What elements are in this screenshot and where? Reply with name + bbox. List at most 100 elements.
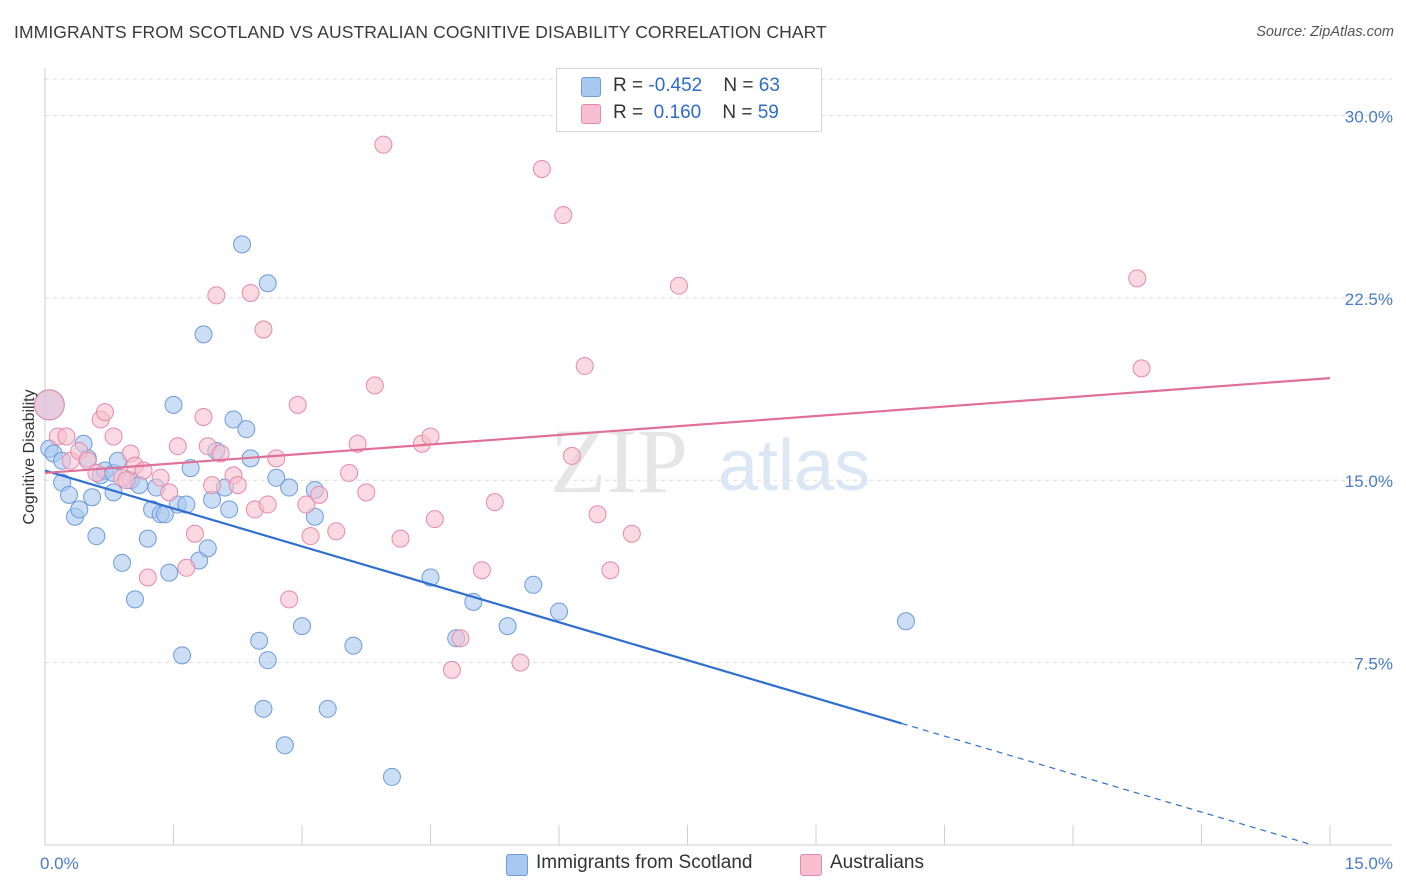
australians-point <box>258 495 277 514</box>
scotland-point <box>421 568 440 587</box>
scotland-point <box>198 539 217 558</box>
chart-title: IMMIGRANTS FROM SCOTLAND VS AUSTRALIAN C… <box>14 22 827 42</box>
australians-point <box>451 629 470 648</box>
scotland-point <box>220 500 239 519</box>
australians-point <box>151 468 170 487</box>
scotland-point <box>237 420 256 439</box>
x-tick-label: 0.0% <box>40 854 79 873</box>
scotland-point <box>250 631 269 650</box>
australians-point <box>601 561 620 580</box>
scotland-point <box>254 699 273 718</box>
scotland-point <box>138 529 157 548</box>
scotland-point <box>224 410 243 429</box>
x-tick-label: 15.0% <box>1345 854 1393 873</box>
tick-labels: 7.5% 15.0% 22.5% 30.0% 0.0% 15.0% <box>40 107 1393 873</box>
scotland-point <box>896 612 915 631</box>
watermark-atlas: atlas <box>718 426 870 506</box>
scotland-point <box>293 617 311 636</box>
australians-point <box>391 529 410 548</box>
scotland-point <box>83 488 102 507</box>
scotland-point <box>59 485 78 504</box>
australians-point <box>104 427 123 446</box>
scotland-point <box>258 274 277 293</box>
australians-point <box>1132 359 1151 378</box>
scotland-point <box>382 767 401 786</box>
scotland-point <box>550 602 568 621</box>
legend-label: Australians <box>830 852 924 873</box>
scotland-point <box>318 699 337 718</box>
scotland-point <box>258 651 277 670</box>
australians-point <box>348 434 367 453</box>
australians-point <box>442 660 461 679</box>
trend-lines <box>44 377 1331 846</box>
australians-point <box>588 505 607 524</box>
grid <box>45 78 1392 664</box>
australians-point <box>340 463 359 482</box>
source-note: Source: ZipAtlas.com <box>1256 24 1394 40</box>
y-axis-label: Cognitive Disability <box>21 389 38 524</box>
australians-point <box>622 524 641 543</box>
australians-point <box>95 403 114 422</box>
scotland-point <box>275 736 294 755</box>
australians-point <box>280 590 299 609</box>
australians-point <box>267 449 286 468</box>
australians-point <box>562 446 581 465</box>
australians-point <box>254 320 273 339</box>
legend-swatch-pink <box>800 854 822 876</box>
australians-point <box>203 476 222 495</box>
australians-point <box>33 389 65 421</box>
scotland-point <box>305 507 324 526</box>
australians-point <box>365 376 384 395</box>
australians-point <box>241 283 260 302</box>
data-points <box>33 135 1151 786</box>
australians-point <box>472 561 491 580</box>
scotland-point <box>344 636 363 655</box>
scotland-point <box>125 590 144 609</box>
australians-point <box>575 356 594 375</box>
scotland-point <box>160 563 179 582</box>
australians-point <box>1128 269 1147 288</box>
australians-point <box>532 159 551 178</box>
scotland-point <box>164 395 183 414</box>
australians-point <box>57 427 76 446</box>
australians-point <box>138 568 157 587</box>
legend-swatch-blue <box>581 77 601 97</box>
australians-point <box>207 286 226 305</box>
legend-label: Immigrants from Scotland <box>536 852 753 873</box>
australians-point <box>211 444 230 463</box>
legend-text: R = -0.452 N = 63 <box>613 75 780 96</box>
scotland-point <box>233 235 252 254</box>
scotland-point <box>267 468 286 487</box>
scotland-trend-line <box>44 469 902 725</box>
australians-point <box>117 471 136 490</box>
australians-point <box>194 408 213 427</box>
scotland-trend-extension <box>901 722 1314 846</box>
scotland-point <box>524 575 543 594</box>
scotland-point <box>498 617 517 636</box>
legend-swatch-blue <box>506 854 528 876</box>
scotland-point <box>280 478 299 497</box>
australians-point <box>288 395 307 414</box>
scotland-point <box>194 325 213 344</box>
australians-point <box>177 558 196 577</box>
australians-point <box>168 437 187 456</box>
legend-text: R = 0.160 N = 59 <box>613 102 779 123</box>
australians-point <box>301 527 320 546</box>
legend-swatch-pink <box>581 104 601 124</box>
australians-point <box>327 522 346 541</box>
correlation-legend: R = -0.452 N = 63 R = 0.160 N = 59 <box>556 68 822 132</box>
y-tick-label: 22.5% <box>1345 290 1393 309</box>
y-tick-label: 30.0% <box>1345 107 1393 126</box>
australians-point <box>669 276 688 295</box>
australians-point <box>297 495 316 514</box>
australians-point <box>357 483 376 502</box>
australians-point <box>228 476 247 495</box>
scotland-point <box>70 500 89 519</box>
australians-point <box>425 510 444 529</box>
australians-point <box>185 524 204 543</box>
scotland-point <box>113 553 132 572</box>
australians-point <box>485 493 504 512</box>
australians-trend-line <box>44 377 1331 475</box>
australians-point <box>374 135 393 154</box>
australians-point <box>87 463 106 482</box>
